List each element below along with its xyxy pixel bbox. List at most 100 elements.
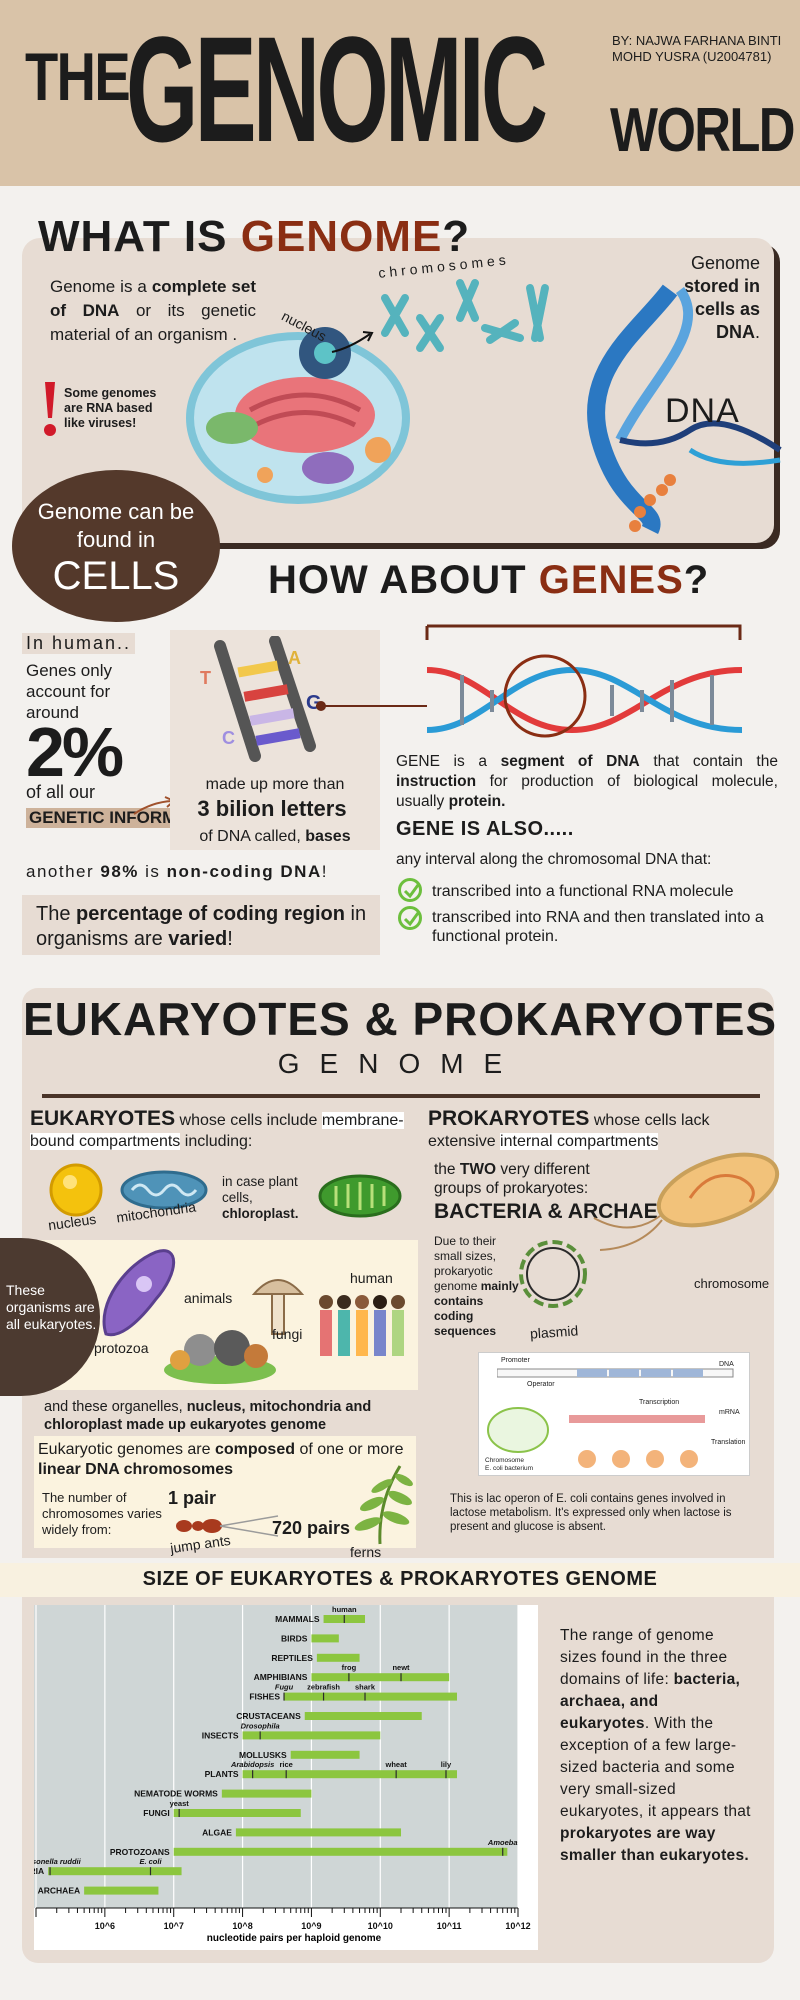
chromosomes-icon [381, 279, 549, 352]
lac-operon-diagram: Promoter DNA Operator Transcription mRNA… [478, 1352, 750, 1476]
check-icon [398, 878, 422, 902]
euk-pro-title: EUKARYOTES & PROKARYOTES [22, 993, 778, 1045]
chart-annotation: Carsonella ruddii [34, 1857, 82, 1866]
chart-tick-label: 10^12 [505, 1921, 530, 1931]
author-credit: BY: NAJWA FARHANA BINTI MOHD YUSRA (U200… [612, 33, 782, 64]
chart-annotation: human [332, 1605, 357, 1614]
chart-bar [242, 1770, 457, 1779]
dna-track-icon [497, 1368, 734, 1378]
chart-category-label: REPTILES [271, 1653, 313, 1663]
fungi-icon [251, 1279, 305, 1335]
billion-letters: 3 bilion letters [197, 796, 347, 821]
prokaryotes-text: PROKARYOTES whose cells lack extensive i… [428, 1107, 710, 1150]
chart-category-label: AMPHIBIANS [254, 1672, 308, 1682]
cells-bubble: Genome can be found in CELLS [12, 470, 220, 622]
chart-bar [304, 1712, 422, 1720]
chromosome-number-text: The number of chromosomes varies widely … [42, 1490, 162, 1537]
base-a: A [288, 648, 301, 668]
mrna-label: mRNA [719, 1409, 740, 1416]
chart-category-label: FUNGI [143, 1808, 169, 1818]
header-banner: THE GENOMIC WORLD BY: NAJWA FARHANA BINT… [0, 0, 800, 186]
size-title: SIZE OF EUKARYOTES & PROKARYOTES GENOME [142, 1568, 658, 1590]
chart-annotation: wheat [385, 1760, 408, 1769]
size-title-bar [0, 1563, 800, 1597]
chart-bar [311, 1673, 450, 1682]
translation-label: Translation [711, 1439, 746, 1446]
chart-annotation: yeast [170, 1799, 190, 1808]
chart-category-label: PROTOZOANS [110, 1847, 170, 1857]
animals-icon [164, 1330, 276, 1384]
chart-bar [235, 1828, 402, 1837]
chart-annotation: frog [342, 1663, 357, 1672]
chart-tick-label: 10^10 [368, 1921, 393, 1931]
cell-illustration-icon [186, 327, 410, 504]
mrna-track-icon [569, 1415, 705, 1423]
chart-bar [242, 1731, 381, 1740]
fungi-caption: fungi [272, 1326, 303, 1342]
plasmid-icon [519, 1240, 587, 1308]
dna-bases-text: of DNA called, bases [199, 828, 351, 845]
of-all-text: of all our [26, 782, 96, 802]
chart-tick-label: 10^11 [437, 1921, 462, 1931]
genes-heading: HOW ABOUT GENES? [268, 558, 710, 602]
ecoli-cell-icon [487, 1407, 549, 1453]
in-human-tag: In human.. [22, 633, 136, 654]
chart-category-label: ARCHAEA [38, 1886, 81, 1896]
promoter-label: Promoter [501, 1357, 530, 1364]
chart-bar [284, 1692, 457, 1701]
chart-category-label: PLANTS [205, 1769, 239, 1779]
chart-annotation: shark [355, 1683, 376, 1692]
ferns-caption: ferns [350, 1544, 382, 1560]
coding-sequences-text: Due to their small sizes, prokaryotic ge… [434, 1234, 519, 1338]
bubble-text: Genome can be found in [37, 499, 195, 552]
title-world: WORLD [610, 96, 795, 165]
lac-operon-caption: This is lac operon of E. coli contains g… [450, 1493, 732, 1533]
two-percent: 2% [26, 713, 124, 791]
euk-pro-subtitle: GENOME [277, 1048, 523, 1079]
chart-category-label: MOLLUSKS [239, 1750, 287, 1760]
chart-bar [316, 1653, 360, 1662]
seven-twenty-pairs: 720 pairs [272, 1518, 351, 1538]
chart-bar [311, 1634, 339, 1643]
genome-definition: Genome is a complete set of DNA or its g… [50, 277, 256, 344]
protozoa-caption: protozoa [94, 1340, 149, 1356]
chart-bar [84, 1886, 159, 1895]
chromosome-op-label: Chromosome [485, 1457, 525, 1464]
bacteria-archae-heading: BACTERIA & ARCHAE [434, 1200, 658, 1223]
chart-bar [173, 1847, 508, 1856]
genome-heading: WHAT IS GENOME? [38, 212, 471, 261]
check-item-1: transcribed into a functional RNA molecu… [432, 883, 734, 900]
linear-dna-text: Eukaryotic genomes are composed of one o… [38, 1441, 404, 1478]
genome-size-chart-svg: MAMMALS BIRDS REPTILES AMPHIBIANS FISHES CRUS… [0, 1605, 531, 1944]
genome-size-chart: MAMMALS BIRDS REPTILES AMPHIBIANS FISHES CRUS… [0, 1605, 538, 1950]
chart-tick-label: 10^6 [95, 1921, 115, 1931]
chart-category-label: MAMMALS [275, 1614, 320, 1624]
chart-category-label: NEMATODE WORMS [134, 1789, 218, 1799]
transcription-label: Transcription [639, 1399, 680, 1406]
gene-definition: GENE is a segment of DNA that contain th… [396, 753, 778, 810]
chart-tick-label: 10^7 [164, 1921, 184, 1931]
chart-annotation: newt [392, 1663, 410, 1672]
coding-region-text: The percentage of coding region in organ… [36, 903, 367, 950]
genes-account-text: Genes only account for around [26, 661, 112, 722]
chart-category-label: CRUSTACEANS [236, 1711, 301, 1721]
title-the: THE [25, 39, 131, 115]
one-pair: 1 pair [168, 1488, 217, 1508]
eukaryotes-text: EUKARYOTES whose cells include membrane-… [30, 1107, 404, 1150]
coding-region-box [22, 895, 380, 955]
protozoa-icon [102, 1249, 176, 1337]
non-coding-text: another 98% is non-coding DNA! [26, 862, 328, 881]
check-icon [398, 906, 422, 930]
operator-label: Operator [527, 1381, 555, 1388]
chart-x-label: nucleotide pairs per haploid genome [207, 1933, 382, 1944]
gene-segment-icon [316, 624, 743, 738]
chart-category-label: BIRDS [281, 1633, 308, 1643]
rna-note: Some genomes are RNA based like viruses! [64, 386, 157, 430]
dna-ladder-icon [214, 636, 316, 762]
gene-interval-text: any interval along the chromosomal DNA t… [396, 851, 712, 868]
dna-label: DNA [665, 392, 740, 430]
dna-helix-icon [587, 284, 782, 535]
chart-bar [48, 1867, 182, 1876]
chart-tick-label: 10^9 [301, 1921, 321, 1931]
chart-annotation: Drosophila [241, 1721, 280, 1730]
